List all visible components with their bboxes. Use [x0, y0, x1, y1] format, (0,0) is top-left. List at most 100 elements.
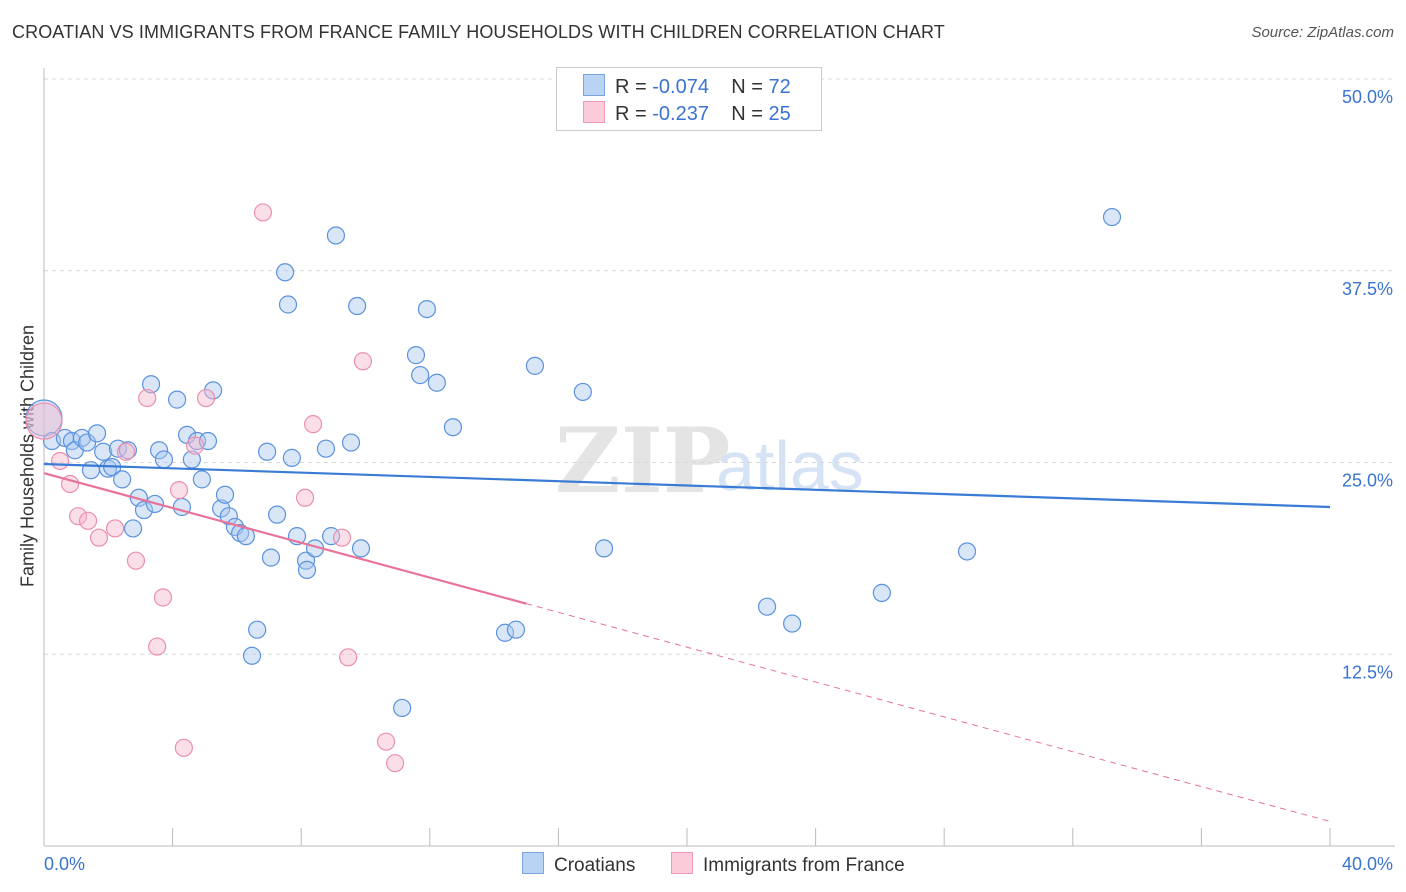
watermark-zip: ZIP	[555, 408, 730, 514]
croatian-point	[242, 646, 262, 665]
watermark-atlas: atlas	[716, 427, 864, 505]
france-point	[148, 637, 167, 656]
croatian-point	[406, 346, 426, 365]
croatian-point	[113, 470, 132, 489]
france-point	[89, 528, 109, 547]
x-tick-label: 40.0%	[1342, 854, 1393, 874]
pink-swatch	[583, 101, 605, 123]
croatian-point	[495, 623, 515, 642]
legend-label: Immigrants from France	[703, 855, 905, 876]
croatian-point	[192, 470, 211, 489]
n-label: N =	[731, 76, 769, 98]
croatian-point	[219, 507, 238, 526]
croatian-point	[212, 499, 231, 518]
croatian-point	[149, 441, 169, 460]
croatian-point	[348, 296, 367, 316]
croatian-point	[1102, 207, 1122, 227]
france-point	[25, 402, 63, 440]
croatian-point	[134, 500, 154, 520]
croatian-point	[417, 300, 437, 319]
stats-legend: R = -0.074 N = 72 R = -0.237 N = 25	[556, 67, 822, 131]
france-point	[126, 551, 146, 570]
croatian-point	[341, 433, 361, 452]
france-point	[385, 754, 405, 773]
n-value: 72	[768, 76, 791, 98]
y-tick-label: 12.5%	[1342, 662, 1393, 682]
france-point	[339, 648, 358, 667]
croatian-point	[87, 424, 107, 443]
croatian-point	[154, 450, 174, 469]
croatian-point	[525, 356, 545, 375]
france-trend-extension	[526, 603, 1331, 822]
croatian-point	[258, 442, 277, 461]
france-point	[153, 588, 173, 607]
croatian-point	[248, 620, 267, 639]
legend-label: Croatians	[554, 855, 636, 876]
chart-title: CROATIAN VS IMMIGRANTS FROM FRANCE FAMIL…	[12, 22, 945, 42]
france-point	[174, 738, 193, 757]
croatian-point	[326, 226, 346, 245]
pink-swatch	[671, 852, 693, 874]
croatian-point	[276, 263, 295, 282]
croatian-point	[141, 375, 161, 394]
croatian-point	[278, 295, 298, 314]
france-trend-line	[43, 472, 527, 605]
r-value: -0.074	[652, 76, 709, 98]
croatian-point	[77, 433, 97, 452]
croatian-trend-line	[43, 462, 1331, 509]
france-point	[196, 388, 216, 408]
france-point	[68, 507, 88, 526]
blue-swatch	[522, 852, 544, 874]
france-point	[169, 481, 189, 500]
blue-swatch	[583, 74, 605, 96]
croatian-point	[351, 539, 371, 558]
croatian-point	[957, 542, 977, 561]
croatian-point	[215, 485, 235, 504]
croatian-point	[393, 698, 412, 718]
n-value: 25	[768, 103, 791, 125]
france-point	[295, 488, 315, 507]
france-point	[332, 528, 352, 547]
croatian-point	[267, 505, 287, 524]
r-value: -0.237	[652, 103, 709, 125]
croatian-point	[427, 373, 446, 392]
croatian-point	[573, 382, 592, 402]
croatian-point	[443, 418, 463, 437]
stats-row-croatians: R = -0.074 N = 72	[583, 74, 791, 99]
legend-croatians: Croatians	[522, 852, 635, 877]
source-label: Source: ZipAtlas.com	[1251, 24, 1394, 41]
legend-france: Immigrants from France	[671, 852, 905, 877]
r-label: R =	[615, 76, 653, 98]
france-point	[353, 352, 373, 371]
france-point	[186, 436, 205, 455]
croatian-point	[506, 620, 526, 639]
croatian-point	[296, 551, 316, 570]
y-tick-label: 25.0%	[1342, 471, 1393, 491]
croatian-point	[282, 448, 301, 467]
france-point	[376, 732, 396, 751]
croatian-point	[94, 442, 113, 461]
x-tick-label: 0.0%	[44, 854, 85, 874]
croatian-point	[261, 548, 281, 567]
r-label: R =	[615, 103, 653, 125]
croatian-point	[204, 381, 223, 400]
stats-row-france: R = -0.237 N = 25	[583, 101, 791, 126]
croatian-point	[81, 461, 101, 480]
croatian-point	[297, 560, 317, 579]
france-point	[116, 442, 136, 461]
croatian-point	[594, 539, 614, 558]
croatian-point	[316, 439, 336, 458]
croatian-point	[872, 583, 891, 602]
france-point	[50, 451, 70, 471]
croatian-point	[757, 597, 777, 616]
croatian-point	[123, 519, 143, 538]
y-tick-label: 37.5%	[1342, 279, 1393, 299]
france-point	[78, 511, 98, 530]
croatian-point	[168, 390, 187, 409]
france-point	[138, 388, 157, 408]
croatian-point	[411, 365, 430, 385]
croatian-point	[783, 614, 802, 633]
y-tick-label: 50.0%	[1342, 87, 1393, 107]
france-point	[105, 519, 125, 538]
